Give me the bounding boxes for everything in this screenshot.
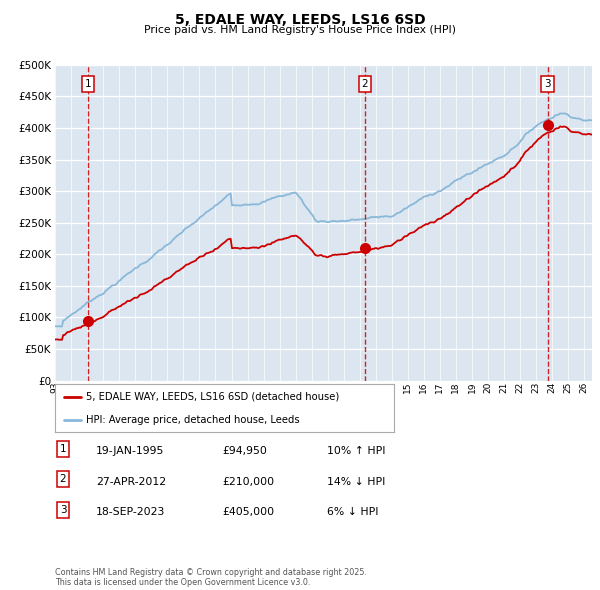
Text: £94,950: £94,950 <box>222 446 267 456</box>
Text: 18-SEP-2023: 18-SEP-2023 <box>96 507 166 517</box>
Text: HPI: Average price, detached house, Leeds: HPI: Average price, detached house, Leed… <box>86 415 299 425</box>
Text: 3: 3 <box>59 505 67 515</box>
Text: 10% ↑ HPI: 10% ↑ HPI <box>327 446 386 456</box>
Text: 27-APR-2012: 27-APR-2012 <box>96 477 166 487</box>
Text: £210,000: £210,000 <box>222 477 274 487</box>
Text: 5, EDALE WAY, LEEDS, LS16 6SD (detached house): 5, EDALE WAY, LEEDS, LS16 6SD (detached … <box>86 392 339 402</box>
Text: 2: 2 <box>59 474 67 484</box>
Text: 6% ↓ HPI: 6% ↓ HPI <box>327 507 379 517</box>
Text: 1: 1 <box>85 79 91 89</box>
Text: 1: 1 <box>59 444 67 454</box>
Text: Contains HM Land Registry data © Crown copyright and database right 2025.
This d: Contains HM Land Registry data © Crown c… <box>55 568 367 587</box>
Text: 3: 3 <box>544 79 551 89</box>
Text: Price paid vs. HM Land Registry's House Price Index (HPI): Price paid vs. HM Land Registry's House … <box>144 25 456 35</box>
Text: £405,000: £405,000 <box>222 507 274 517</box>
Text: 5, EDALE WAY, LEEDS, LS16 6SD: 5, EDALE WAY, LEEDS, LS16 6SD <box>175 13 425 27</box>
Text: 14% ↓ HPI: 14% ↓ HPI <box>327 477 385 487</box>
Text: 2: 2 <box>362 79 368 89</box>
Text: 19-JAN-1995: 19-JAN-1995 <box>96 446 164 456</box>
